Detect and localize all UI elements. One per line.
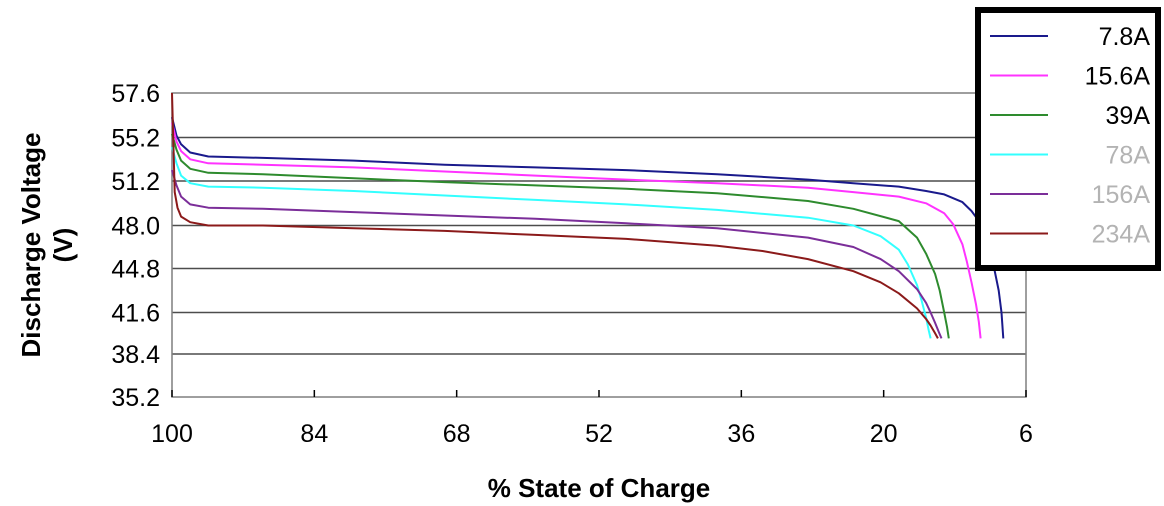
x-tick-label: 52 — [585, 420, 613, 448]
legend-label: 15.6A — [1085, 63, 1151, 91]
y-axis-title-line: (V) — [48, 228, 78, 263]
y-tick-label: 41.6 — [111, 300, 160, 328]
y-axis-title-line: Discharge Voltage — [16, 133, 46, 358]
y-tick-label: 57.6 — [111, 80, 160, 108]
x-tick-label: 6 — [1019, 420, 1033, 448]
y-tick-labels: 57.6 55.2 51.2 48.0 44.8 41.6 38.4 35.2 — [111, 80, 160, 412]
x-tick-label: 20 — [870, 420, 898, 448]
y-tick-label: 44.8 — [111, 256, 160, 284]
y-tick-label: 48.0 — [111, 213, 160, 241]
x-axis-title: % State of Charge — [488, 473, 711, 503]
series-line-234a — [171, 92, 939, 339]
x-tick-labels: 100 84 68 52 36 20 6 — [151, 420, 1033, 448]
x-tick-label: 36 — [727, 420, 755, 448]
legend-label: 78A — [1106, 142, 1151, 170]
y-axis-title: Discharge Voltage(V) — [16, 133, 78, 358]
legend-label: 39A — [1106, 102, 1151, 130]
y-tick-label: 51.2 — [111, 168, 160, 196]
legend-box — [975, 7, 1161, 271]
legend: 7.8A 15.6A 39A 78A 156A 234A — [975, 7, 1161, 271]
x-tick-marks — [171, 390, 1027, 397]
series-line-39a — [171, 133, 950, 339]
legend-label: 156A — [1092, 181, 1151, 209]
series-line-156a — [171, 169, 943, 339]
y-tick-label: 55.2 — [111, 125, 160, 153]
series-lines — [171, 92, 1005, 339]
y-tick-label: 35.2 — [111, 384, 160, 412]
series-line-7-8a — [171, 116, 1005, 339]
grid-lines — [172, 136, 1026, 355]
legend-label: 7.8A — [1099, 23, 1151, 51]
x-tick-label: 68 — [443, 420, 471, 448]
legend-label: 234A — [1092, 221, 1151, 249]
series-line-15-6a — [171, 122, 982, 339]
x-tick-label: 84 — [300, 420, 328, 448]
y-tick-label: 38.4 — [111, 341, 160, 369]
plot-area — [171, 92, 1027, 398]
x-tick-label: 100 — [151, 420, 193, 448]
